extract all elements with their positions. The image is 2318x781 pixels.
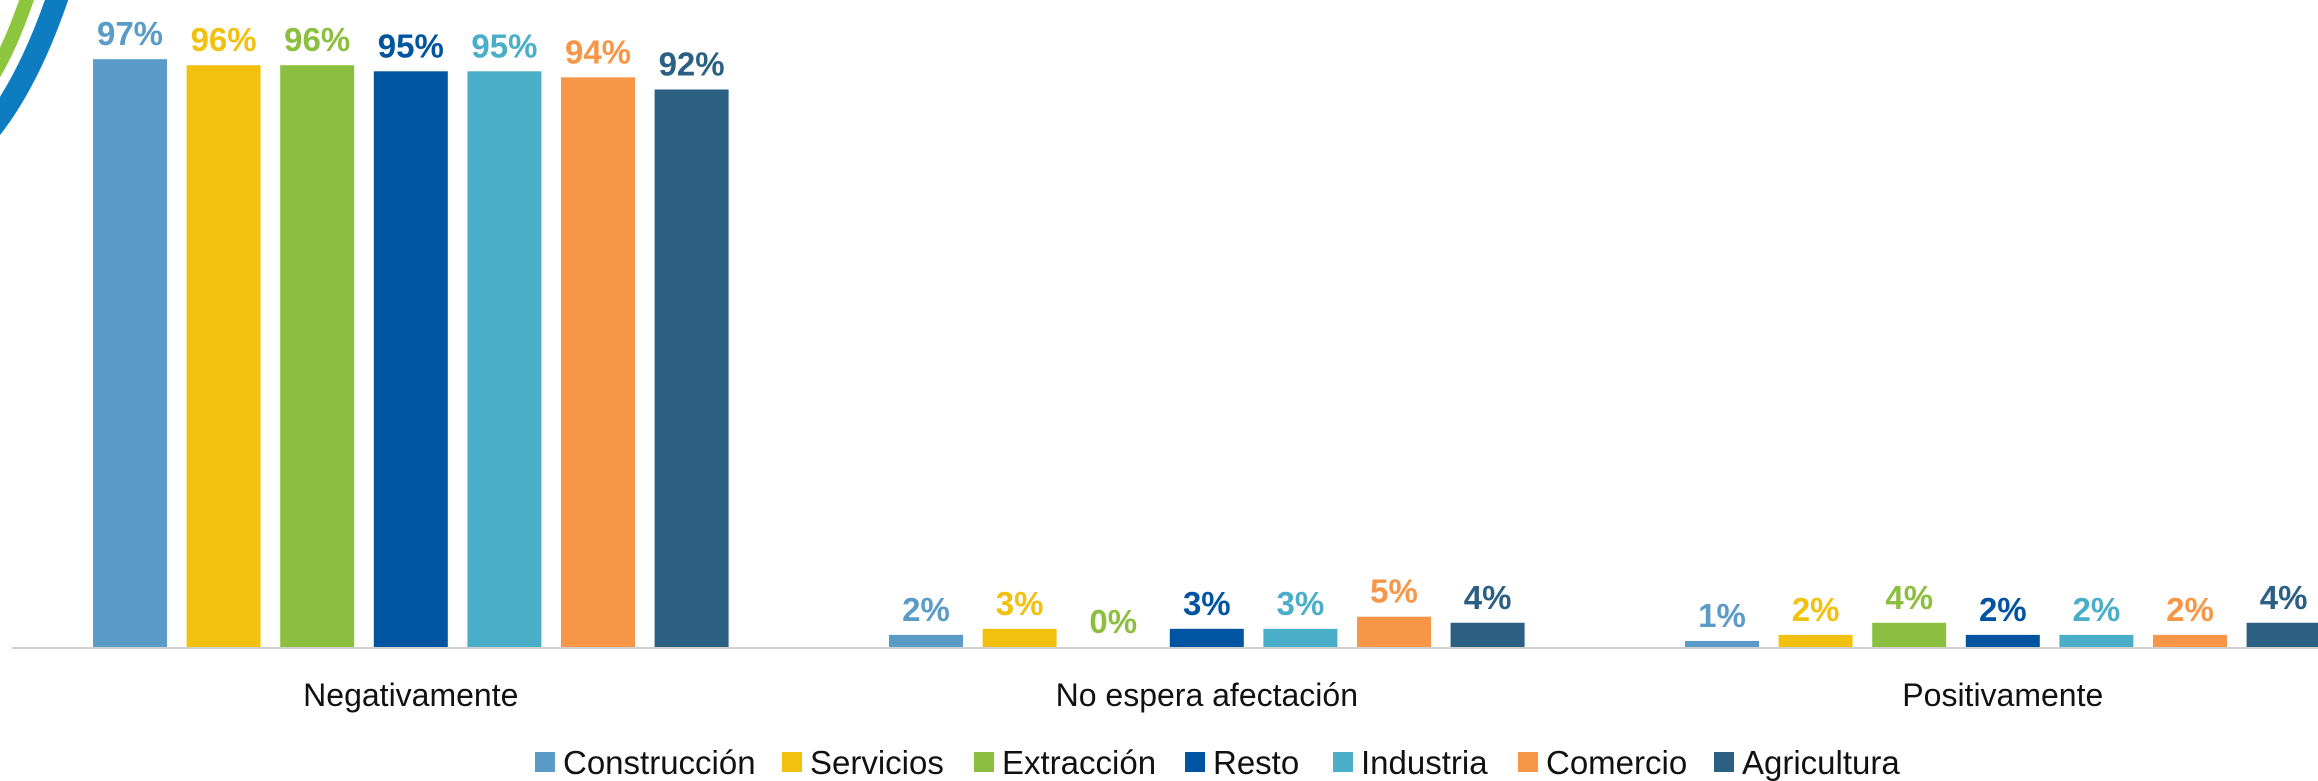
value-label: 1%	[1698, 597, 1746, 634]
bar	[467, 71, 542, 648]
bar	[186, 65, 261, 648]
legend-label: Extracción	[1002, 744, 1156, 781]
value-label: 2%	[902, 591, 950, 628]
legend-label: Servicios	[810, 744, 944, 781]
bar	[93, 59, 167, 648]
value-label: 92%	[659, 45, 725, 82]
value-label: 95%	[471, 27, 537, 64]
bar	[982, 628, 1057, 647]
bar	[373, 71, 448, 648]
value-label: 2%	[1979, 591, 2027, 628]
value-label: 3%	[996, 585, 1044, 622]
value-label: 3%	[1277, 585, 1325, 622]
value-label: 97%	[97, 15, 163, 52]
category-label: No espera afectación	[1056, 677, 1358, 713]
bar	[2246, 622, 2318, 647]
value-label: 5%	[1370, 573, 1418, 610]
bar	[1778, 634, 1853, 647]
bar	[889, 634, 963, 647]
value-label: 0%	[1089, 603, 1137, 640]
legend-label: Industria	[1361, 744, 1488, 781]
bar	[2153, 634, 2227, 647]
value-label: 2%	[2073, 591, 2121, 628]
bar	[561, 77, 635, 648]
value-label: 3%	[1183, 585, 1231, 622]
value-label: 96%	[284, 21, 350, 58]
value-label: 2%	[2166, 591, 2214, 628]
legend-swatch	[1714, 752, 1734, 772]
category-label: Negativamente	[303, 677, 518, 713]
bar	[1872, 622, 1947, 647]
value-label: 4%	[1464, 579, 1512, 616]
bar	[654, 89, 729, 648]
bar	[1263, 628, 1338, 647]
bar	[1450, 622, 1525, 647]
bar	[1685, 640, 1759, 647]
legend-label: Agricultura	[1742, 744, 1900, 781]
legend-swatch	[535, 752, 555, 772]
legend-swatch	[1518, 752, 1538, 772]
legend-label: Comercio	[1546, 744, 1687, 781]
legend-swatch	[782, 752, 802, 772]
bar	[1357, 616, 1431, 647]
value-label: 95%	[378, 27, 444, 64]
value-label: 4%	[1885, 579, 1933, 616]
legend-label: Construcción	[563, 744, 756, 781]
legend-swatch	[974, 752, 994, 772]
value-label: 4%	[2260, 579, 2308, 616]
value-label: 2%	[1792, 591, 1840, 628]
swoosh	[0, 0, 69, 136]
category-label: Positivamente	[1902, 677, 2103, 713]
value-label: 96%	[191, 21, 257, 58]
bar	[2059, 634, 2134, 647]
bar	[1965, 634, 2040, 647]
legend-swatch	[1185, 752, 1205, 772]
legend-label: Resto	[1213, 744, 1299, 781]
decoration	[0, 0, 69, 136]
legend-swatch	[1333, 752, 1353, 772]
swoosh	[0, 0, 34, 78]
value-label: 94%	[565, 33, 631, 70]
bar	[1169, 628, 1244, 647]
bar	[280, 65, 355, 648]
